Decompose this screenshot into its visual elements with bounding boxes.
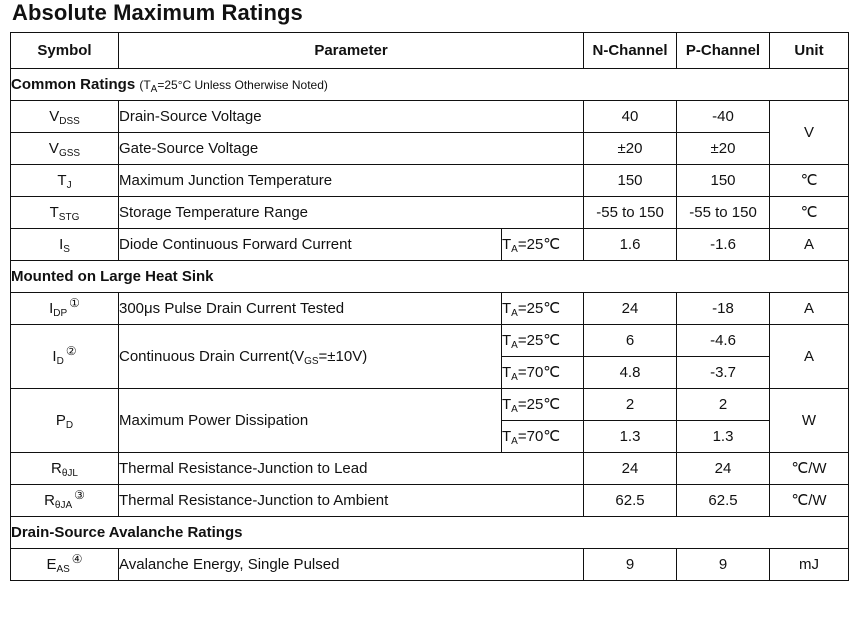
n-channel-value: 9	[583, 548, 678, 581]
unit-cell: ℃/W	[769, 484, 850, 517]
unit-cell: A	[769, 292, 850, 325]
symbol-cell: TJ	[10, 164, 119, 197]
table-row: RθJA③ Thermal Resistance-Junction to Amb…	[10, 484, 850, 517]
p-channel-value: ±20	[676, 132, 771, 165]
n-channel-value: 4.8	[583, 356, 678, 389]
condition-cell: TA=70℃	[500, 356, 585, 389]
parameter-cell: Maximum Power Dissipation	[118, 388, 502, 453]
p-channel-value: 150	[676, 164, 771, 197]
section-common-note: (TA=25°C Unless Otherwise Noted)	[139, 77, 328, 95]
p-channel-value: -4.6	[676, 324, 771, 357]
condition-cell: TA=25℃	[500, 324, 585, 357]
footnote-mark: ③	[74, 488, 85, 502]
n-channel-value: 24	[583, 452, 678, 485]
footnote-mark: ②	[65, 344, 77, 358]
symbol-cell: VGSS	[10, 132, 119, 165]
p-channel-value: 9	[676, 548, 771, 581]
header-n-channel: N-Channel	[583, 32, 678, 69]
p-channel-value: 24	[676, 452, 771, 485]
unit-cell: W	[769, 388, 850, 453]
parameter-cell: Drain-Source Voltage	[117, 100, 585, 133]
header-symbol: Symbol	[10, 32, 119, 69]
table-row: VGSS Gate-Source Voltage ±20 ±20	[10, 132, 849, 165]
section-row-avalanche: Drain-Source Avalanche Ratings	[9, 516, 850, 549]
section-common: Common Ratings (TA=25°C Unless Otherwise…	[9, 68, 850, 101]
header-row: Symbol Parameter N-Channel P-Channel Uni…	[10, 32, 850, 69]
p-channel-value: 2	[676, 388, 771, 421]
section-row-heatsink: Mounted on Large Heat Sink	[9, 260, 850, 293]
section-common-label: Common Ratings	[11, 75, 136, 93]
unit-cell: V	[769, 100, 850, 165]
parameter-cell: Maximum Junction Temperature	[117, 164, 585, 197]
footnote-mark: ④	[71, 552, 83, 566]
n-channel-value: ±20	[583, 132, 678, 165]
section-heatsink: Mounted on Large Heat Sink	[9, 260, 850, 293]
n-channel-value: -55 to 150	[583, 196, 678, 229]
parameter-cell: Continuous Drain Current(VGS=±10V)	[118, 324, 502, 389]
condition-cell: TA=70℃	[500, 420, 585, 453]
p-channel-value: 62.5	[676, 484, 771, 517]
n-channel-value: 1.6	[583, 228, 678, 261]
footnote-mark: ①	[69, 296, 80, 310]
table-row: VDSS Drain-Source Voltage 40 -40 V	[10, 100, 850, 165]
p-channel-value: -18	[676, 292, 771, 325]
table-row: TSTG Storage Temperature Range -55 to 15…	[10, 196, 850, 229]
unit-cell: ℃	[769, 164, 850, 197]
symbol-cell: IDP①	[10, 292, 119, 325]
table-row: TA=70℃ 1.3 1.3	[11, 420, 849, 453]
symbol-cell: RθJA③	[10, 484, 119, 517]
condition-cell: TA=25℃	[500, 388, 585, 421]
symbol-cell: PD	[10, 388, 119, 453]
symbol-cell: RθJL	[10, 452, 119, 485]
n-channel-value: 40	[583, 100, 678, 133]
table-row: EAS④ Avalanche Energy, Single Pulsed 9 9…	[10, 548, 850, 581]
ratings-table: Symbol Parameter N-Channel P-Channel Uni…	[9, 32, 850, 581]
parameter-cell: Gate-Source Voltage	[117, 132, 585, 165]
parameter-cell: 300μs Pulse Drain Current Tested	[118, 292, 502, 325]
parameter-cell: Avalanche Energy, Single Pulsed	[117, 548, 585, 581]
p-channel-value: -40	[676, 100, 771, 133]
parameter-cell: Storage Temperature Range	[117, 196, 585, 229]
p-channel-value: 1.3	[676, 420, 771, 453]
table-row: IDP① 300μs Pulse Drain Current Tested TA…	[10, 292, 850, 325]
unit-cell: ℃/W	[769, 452, 850, 485]
parameter-cell: Thermal Resistance-Junction to Lead	[117, 452, 585, 485]
unit-cell: mJ	[769, 548, 850, 581]
unit-cell: ℃	[769, 196, 850, 229]
table-row: IS Diode Continuous Forward Current TA=2…	[10, 228, 850, 261]
header-parameter: Parameter	[117, 32, 585, 69]
p-channel-value: -3.7	[676, 356, 771, 389]
condition-cell: TA=25℃	[500, 292, 585, 325]
unit-cell: A	[769, 228, 850, 261]
symbol-cell: VDSS	[10, 100, 119, 133]
parameter-cell: Thermal Resistance-Junction to Ambient	[117, 484, 585, 517]
unit-cell: A	[769, 324, 850, 389]
page-title: Absolute Maximum Ratings	[12, 0, 303, 25]
header-p-channel: P-Channel	[676, 32, 771, 69]
n-channel-value: 24	[583, 292, 678, 325]
table-row: RθJL Thermal Resistance-Junction to Lead…	[10, 452, 850, 485]
p-channel-value: -55 to 150	[676, 196, 771, 229]
symbol-cell: EAS④	[10, 548, 119, 581]
table-row: TJ Maximum Junction Temperature 150 150 …	[10, 164, 850, 197]
p-channel-value: -1.6	[676, 228, 771, 261]
symbol-cell: ID②	[10, 324, 119, 389]
symbol-cell: IS	[10, 228, 119, 261]
n-channel-value: 62.5	[583, 484, 678, 517]
parameter-cell: Diode Continuous Forward Current	[118, 228, 502, 261]
n-channel-value: 6	[583, 324, 678, 357]
table-row: ID② Continuous Drain Current(VGS=±10V) T…	[10, 324, 850, 389]
section-avalanche: Drain-Source Avalanche Ratings	[9, 516, 850, 549]
header-unit: Unit	[769, 32, 850, 69]
table-row: PD Maximum Power Dissipation TA=25℃ 2 2 …	[10, 388, 850, 453]
symbol-cell: TSTG	[10, 196, 119, 229]
n-channel-value: 1.3	[583, 420, 678, 453]
n-channel-value: 150	[583, 164, 678, 197]
condition-cell: TA=25℃	[500, 228, 585, 261]
section-row-common: Common Ratings (TA=25°C Unless Otherwise…	[9, 68, 850, 101]
n-channel-value: 2	[583, 388, 678, 421]
